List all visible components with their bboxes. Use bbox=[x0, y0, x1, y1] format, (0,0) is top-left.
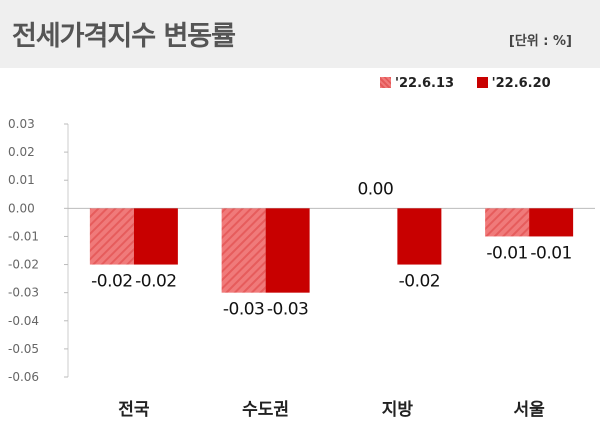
y-tick-label: 0.00 bbox=[8, 201, 35, 215]
y-tick-label: -0.05 bbox=[8, 342, 39, 356]
legend-label-0613: '22.6.13 bbox=[395, 76, 455, 91]
legend-swatch-0620 bbox=[476, 77, 488, 88]
legend: '22.6.13 '22.6.20 bbox=[380, 76, 569, 92]
y-tick-label: -0.06 bbox=[8, 370, 39, 384]
data-label: 0.00 bbox=[357, 179, 393, 199]
data-label: -0.03 bbox=[267, 300, 309, 320]
bar bbox=[485, 208, 530, 237]
bar bbox=[221, 208, 266, 293]
data-label: -0.02 bbox=[91, 272, 133, 292]
unit-label: [단위 : %] bbox=[508, 34, 572, 49]
bar bbox=[397, 208, 442, 265]
bar bbox=[133, 208, 178, 265]
legend-swatch-0613 bbox=[380, 77, 391, 88]
data-label: -0.02 bbox=[135, 272, 177, 292]
legend-label-0620: '22.6.20 bbox=[491, 76, 551, 91]
y-tick-label: 0.02 bbox=[8, 145, 35, 159]
category-label: 전국 bbox=[118, 400, 150, 420]
legend-item-0613: '22.6.13 bbox=[380, 76, 454, 91]
y-tick-label: -0.01 bbox=[8, 229, 39, 243]
category-label: 서울 bbox=[513, 400, 545, 420]
y-tick-label: 0.03 bbox=[8, 117, 35, 131]
y-tick-label: -0.03 bbox=[8, 286, 39, 300]
chart-header: 전세가격지수 변동률 [단위 : %] bbox=[0, 0, 600, 68]
bar bbox=[529, 208, 574, 237]
data-label: -0.01 bbox=[486, 243, 528, 263]
data-label: -0.01 bbox=[530, 243, 572, 263]
category-label: 수도권 bbox=[242, 400, 289, 420]
data-label: -0.02 bbox=[399, 272, 441, 292]
y-tick-label: 0.01 bbox=[8, 173, 35, 187]
data-label: -0.03 bbox=[223, 300, 265, 320]
chart-title: 전세가격지수 변동률 bbox=[12, 21, 236, 52]
legend-item-0620: '22.6.20 bbox=[476, 76, 551, 91]
category-label: 지방 bbox=[382, 400, 414, 420]
bar bbox=[89, 208, 134, 265]
y-tick-label: -0.04 bbox=[8, 314, 39, 328]
y-tick-label: -0.02 bbox=[8, 258, 39, 272]
bar bbox=[265, 208, 310, 293]
